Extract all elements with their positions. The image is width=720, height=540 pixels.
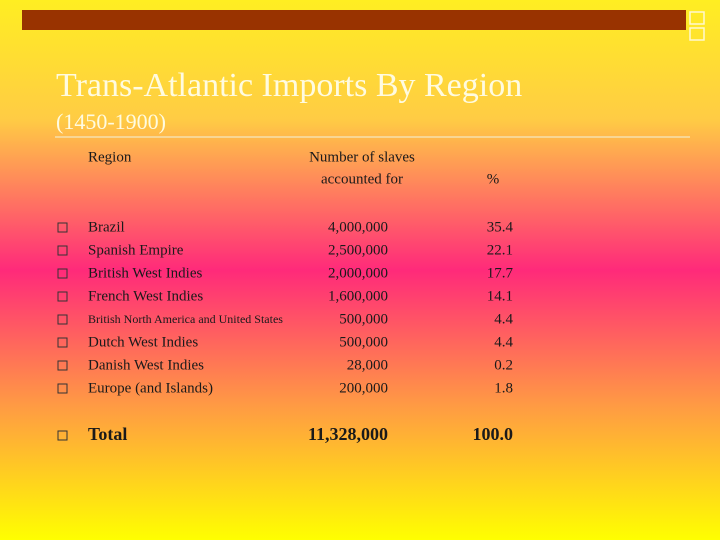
region-cell: Brazil: [88, 219, 125, 235]
count-cell: 4,000,000: [328, 219, 388, 235]
percent-cell: 14.1: [487, 288, 513, 304]
count-cell: 500,000: [339, 334, 388, 350]
bullet: [57, 291, 68, 302]
column-header: Number of slaves: [309, 149, 415, 165]
bullet: [57, 222, 68, 233]
percent-cell: 1.8: [494, 380, 513, 396]
region-cell: Total: [88, 424, 127, 444]
bullet: [57, 314, 68, 325]
column-header: accounted for: [321, 171, 403, 187]
region-cell: British North America and United States: [88, 312, 283, 326]
percent-cell: 100.0: [473, 424, 514, 444]
corner-box: [689, 27, 705, 41]
region-cell: French West Indies: [88, 288, 203, 304]
region-cell: Europe (and Islands): [88, 380, 213, 396]
percent-cell: 17.7: [487, 265, 514, 281]
percent-cell: 4.4: [494, 334, 513, 350]
column-header: %: [487, 171, 500, 187]
slide-subtitle: (1450-1900): [56, 109, 166, 134]
bullet: [57, 337, 68, 348]
bullet: [57, 268, 68, 279]
percent-cell: 0.2: [494, 357, 513, 373]
slide-title: Trans-Atlantic Imports By Region: [56, 67, 522, 104]
table-body: Brazil 4,000,000 35.4 Spanish Empire 2,500,0…: [57, 219, 514, 444]
region-cell: British West Indies: [88, 265, 203, 281]
region-cell: Spanish Empire: [88, 242, 184, 258]
percent-cell: 22.1: [487, 242, 513, 258]
count-cell: 11,328,000: [308, 424, 388, 444]
bullet: [57, 245, 68, 256]
top-bar: [22, 10, 686, 30]
bullet: [57, 430, 68, 441]
count-cell: 500,000: [339, 311, 388, 327]
bullet: [57, 383, 68, 394]
region-cell: Danish West Indies: [88, 357, 204, 373]
count-cell: 200,000: [339, 380, 388, 396]
column-header: Region: [88, 149, 132, 165]
region-cell: Dutch West Indies: [88, 334, 198, 350]
percent-cell: 35.4: [487, 219, 514, 235]
count-cell: 2,000,000: [328, 265, 388, 281]
count-cell: 28,000: [347, 357, 388, 373]
count-cell: 2,500,000: [328, 242, 388, 258]
corner-box: [689, 11, 705, 25]
percent-cell: 4.4: [494, 311, 513, 327]
bullet: [57, 360, 68, 371]
count-cell: 1,600,000: [328, 288, 388, 304]
